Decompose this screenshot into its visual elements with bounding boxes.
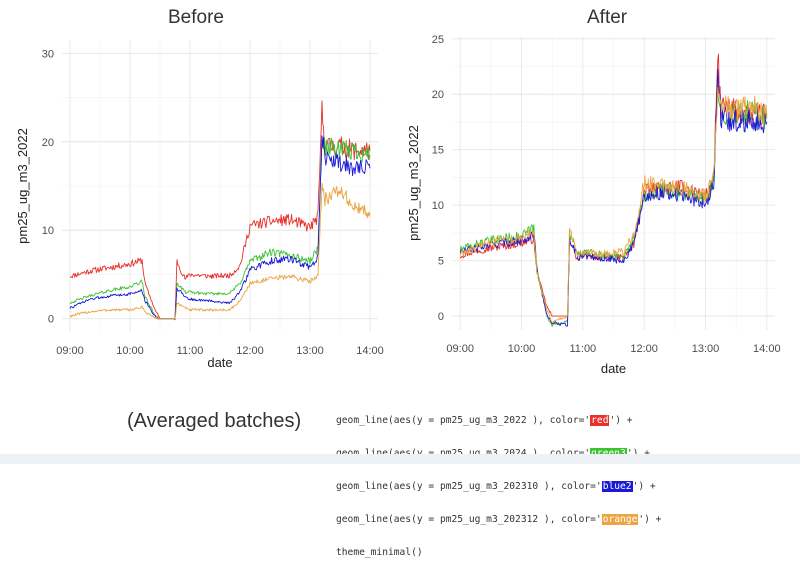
x-tick-label: 13:00 xyxy=(296,345,324,357)
x-axis-label: date xyxy=(601,361,626,376)
caption-text: (Averaged batches) xyxy=(127,410,302,432)
code-line: geom_line(aes(y = pm25_ug_m3_202312 ), c… xyxy=(336,514,662,525)
y-tick-label: 30 xyxy=(42,48,54,60)
x-axis-label: date xyxy=(207,355,232,370)
y-tick-label: 25 xyxy=(432,34,444,46)
series-line xyxy=(69,100,371,321)
y-tick-label: 5 xyxy=(438,256,444,268)
x-tick-label: 09:00 xyxy=(56,345,84,357)
code-line: geom_line(aes(y = pm25_ug_m3_2024 ), col… xyxy=(336,448,661,459)
x-tick-label: 10:00 xyxy=(508,343,536,355)
code-snippet: geom_line(aes(y = pm25_ug_m3_2022 ), col… xyxy=(336,393,661,569)
y-tick-label: 15 xyxy=(432,145,444,157)
x-tick-label: 10:00 xyxy=(116,345,144,357)
x-tick-label: 09:00 xyxy=(446,343,474,355)
chart-title-after: After xyxy=(587,7,628,28)
series-line xyxy=(69,135,371,320)
y-tick-label: 20 xyxy=(432,89,444,101)
color-swatch-orange: orange xyxy=(601,514,639,525)
chart-after: 09:00 10:00 11:00 12:00 13:00 14:00 0 5 10 15 20 25… xyxy=(406,34,781,376)
y-tick-label: 10 xyxy=(42,225,54,237)
chart-title-before: Before xyxy=(168,7,224,28)
x-tick-label: 11:00 xyxy=(177,345,204,357)
y-axis-label: pm25_ug_m3_2022 xyxy=(406,125,421,241)
y-tick-label: 20 xyxy=(42,137,54,149)
x-tick-label: 11:00 xyxy=(569,343,596,355)
x-tick-label: 14:00 xyxy=(753,343,781,355)
x-tick-label: 12:00 xyxy=(236,345,264,357)
series-line xyxy=(69,182,371,320)
code-line: geom_line(aes(y = pm25_ug_m3_2022 ), col… xyxy=(336,415,633,426)
code-line: theme_minimal() xyxy=(336,547,423,558)
code-line: geom_line(aes(y = pm25_ug_m3_202310 ), c… xyxy=(336,481,656,492)
chart-before: 09:00 10:00 11:00 12:00 13:00 14:00 0 10 20 30 dat… xyxy=(15,40,384,370)
color-swatch-green3: green3 xyxy=(590,448,627,459)
series-line xyxy=(459,86,768,323)
x-tick-label: 12:00 xyxy=(630,343,658,355)
color-swatch-blue2: blue2 xyxy=(601,481,633,492)
color-swatch-red: red xyxy=(590,415,610,426)
series-line xyxy=(459,68,768,327)
y-tick-label: 10 xyxy=(432,200,444,212)
bottom-bar xyxy=(0,454,800,464)
y-tick-label: 0 xyxy=(438,311,444,323)
y-axis-label: pm25_ug_m3_2022 xyxy=(15,128,30,244)
y-tick-label: 0 xyxy=(48,314,54,326)
x-tick-label: 14:00 xyxy=(356,345,384,357)
x-tick-label: 13:00 xyxy=(692,343,720,355)
